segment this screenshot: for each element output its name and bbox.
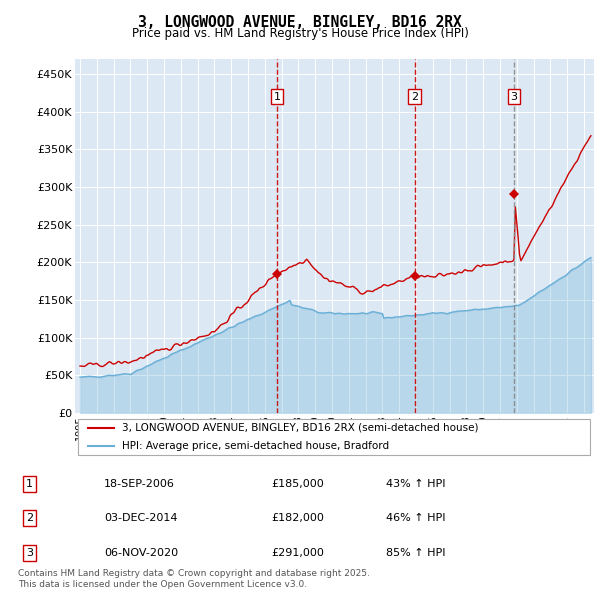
Text: 2: 2 — [411, 91, 418, 101]
Text: 43% ↑ HPI: 43% ↑ HPI — [386, 479, 446, 489]
Text: 2: 2 — [26, 513, 33, 523]
Text: 85% ↑ HPI: 85% ↑ HPI — [386, 548, 446, 558]
Text: 3: 3 — [26, 548, 33, 558]
Text: 3, LONGWOOD AVENUE, BINGLEY, BD16 2RX: 3, LONGWOOD AVENUE, BINGLEY, BD16 2RX — [138, 15, 462, 30]
Text: 18-SEP-2006: 18-SEP-2006 — [104, 479, 175, 489]
Text: £182,000: £182,000 — [271, 513, 324, 523]
Text: 3, LONGWOOD AVENUE, BINGLEY, BD16 2RX (semi-detached house): 3, LONGWOOD AVENUE, BINGLEY, BD16 2RX (s… — [122, 423, 478, 433]
Text: HPI: Average price, semi-detached house, Bradford: HPI: Average price, semi-detached house,… — [122, 441, 389, 451]
Text: Price paid vs. HM Land Registry's House Price Index (HPI): Price paid vs. HM Land Registry's House … — [131, 27, 469, 40]
Text: 06-NOV-2020: 06-NOV-2020 — [104, 548, 178, 558]
Text: £291,000: £291,000 — [271, 548, 324, 558]
Text: £185,000: £185,000 — [271, 479, 324, 489]
Text: Contains HM Land Registry data © Crown copyright and database right 2025.
This d: Contains HM Land Registry data © Crown c… — [18, 569, 370, 589]
FancyBboxPatch shape — [77, 419, 590, 455]
Text: 1: 1 — [274, 91, 280, 101]
Text: 1: 1 — [26, 479, 33, 489]
Text: 46% ↑ HPI: 46% ↑ HPI — [386, 513, 446, 523]
Text: 03-DEC-2014: 03-DEC-2014 — [104, 513, 178, 523]
Text: 3: 3 — [511, 91, 518, 101]
